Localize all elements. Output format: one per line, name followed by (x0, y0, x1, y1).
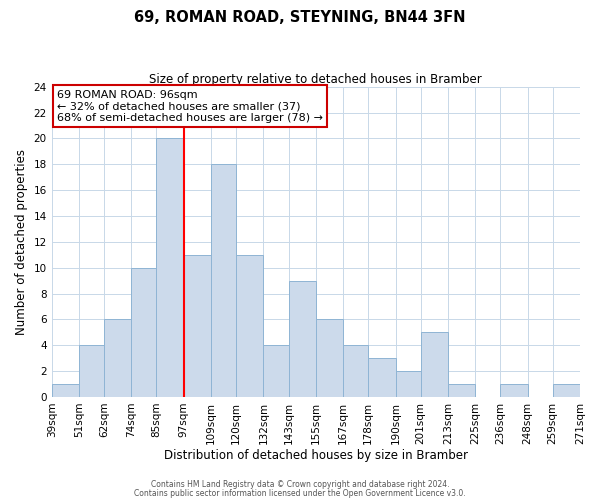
Bar (104, 320, 131, 397)
Bar (263, 345, 289, 397)
Bar (421, 332, 448, 397)
Title: Size of property relative to detached houses in Bramber: Size of property relative to detached ho… (149, 72, 482, 86)
Bar (52, 384, 79, 397)
Text: Contains public sector information licensed under the Open Government Licence v3: Contains public sector information licen… (134, 488, 466, 498)
Bar (448, 384, 475, 397)
Bar (343, 345, 368, 397)
Text: Contains HM Land Registry data © Crown copyright and database right 2024.: Contains HM Land Registry data © Crown c… (151, 480, 449, 489)
Y-axis label: Number of detached properties: Number of detached properties (15, 149, 28, 335)
Bar (211, 164, 236, 397)
Bar (500, 384, 527, 397)
Bar (157, 138, 184, 397)
Bar (236, 254, 263, 397)
Bar (368, 358, 395, 397)
Bar (395, 371, 421, 397)
Text: 69, ROMAN ROAD, STEYNING, BN44 3FN: 69, ROMAN ROAD, STEYNING, BN44 3FN (134, 10, 466, 25)
Text: 69 ROMAN ROAD: 96sqm
← 32% of detached houses are smaller (37)
68% of semi-detac: 69 ROMAN ROAD: 96sqm ← 32% of detached h… (57, 90, 323, 123)
Bar (184, 254, 211, 397)
Bar (289, 280, 316, 397)
Bar (131, 268, 157, 397)
Bar (316, 320, 343, 397)
X-axis label: Distribution of detached houses by size in Bramber: Distribution of detached houses by size … (164, 450, 468, 462)
Bar (79, 345, 104, 397)
Bar (553, 384, 580, 397)
